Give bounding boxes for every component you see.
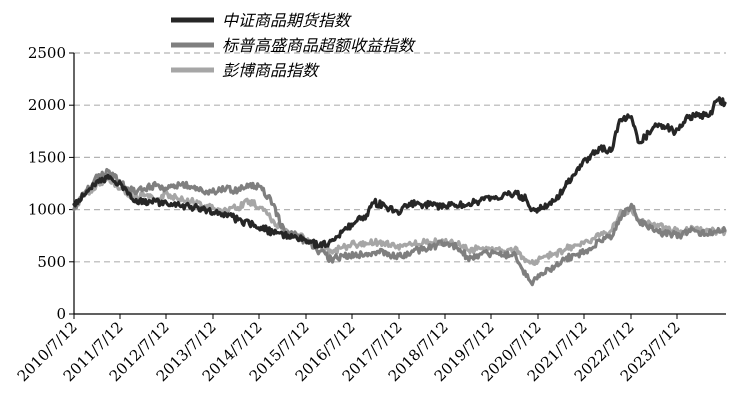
series-line-2 [72,176,727,266]
y-tick-label: 2500 [28,44,66,62]
y-tick-labels: 0 500 1000 1500 2000 2500 [28,44,66,323]
series-line-1 [72,167,727,287]
series-lines [72,96,727,287]
x-tick-labels: 2010/7/122011/7/122012/7/122013/7/122014… [14,318,684,385]
legend-label: 标普高盛商品超额收益指数 [222,36,416,55]
gridlines [74,52,726,263]
y-tick-label: 0 [56,305,66,323]
series-line-0 [72,96,727,249]
legend-label: 中证商品期货指数 [222,11,352,30]
axes [69,52,726,319]
y-tick-label: 1000 [28,201,66,219]
legend-label: 彭博商品指数 [222,61,320,80]
y-tick-label: 1500 [28,148,66,166]
y-tick-label: 500 [37,253,66,271]
y-tick-label: 2000 [28,96,66,114]
